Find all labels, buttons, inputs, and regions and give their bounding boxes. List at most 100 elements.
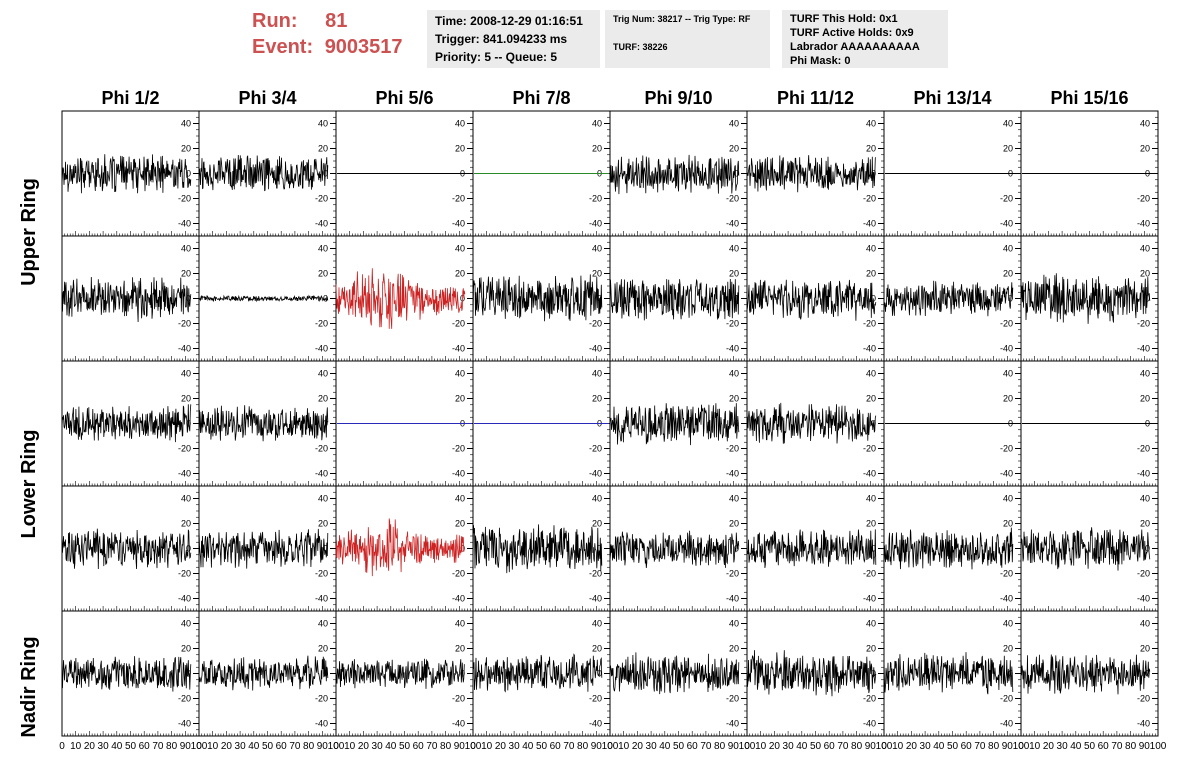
y-tick-label: -40 bbox=[1000, 594, 1013, 604]
panel-r3-c4: -40 -20 0 20 40 bbox=[609, 485, 748, 612]
y-tick-label: -40 bbox=[1000, 469, 1013, 479]
x-tick-label: 100 bbox=[191, 741, 208, 752]
y-tick-label: -40 bbox=[1137, 219, 1150, 229]
trace bbox=[61, 154, 192, 194]
x-tick-label: 30 bbox=[920, 741, 932, 752]
x-tick-label: 100 bbox=[876, 741, 893, 752]
y-tick-label: 40 bbox=[318, 494, 328, 504]
column-header-phi-13-14: Phi 13/14 bbox=[913, 88, 992, 108]
column-header-phi-11-12: Phi 11/12 bbox=[776, 88, 855, 108]
y-tick-label: -20 bbox=[452, 194, 465, 204]
y-tick-label: 20 bbox=[1003, 144, 1013, 154]
x-tick-label: 80 bbox=[851, 741, 863, 752]
x-tick-label: 90 bbox=[454, 741, 466, 752]
y-tick-label: 40 bbox=[729, 119, 739, 129]
x-tick-label: 80 bbox=[577, 741, 589, 752]
y-tick-label: -20 bbox=[315, 569, 328, 579]
y-tick-label: 20 bbox=[1140, 269, 1150, 279]
y-tick-label: 40 bbox=[455, 244, 465, 254]
x-tick-label: 80 bbox=[1125, 741, 1137, 752]
x-tick-label: 100 bbox=[602, 741, 619, 752]
x-tick-label: 60 bbox=[413, 741, 425, 752]
x-tick-label: 100 bbox=[739, 741, 756, 752]
column-header-phi-7-8: Phi 7/8 bbox=[512, 88, 571, 108]
y-tick-label: 20 bbox=[181, 644, 191, 654]
trace bbox=[746, 650, 877, 697]
y-tick-label: 20 bbox=[181, 269, 191, 279]
x-tick-label: 70 bbox=[289, 741, 301, 752]
x-tick-label: 30 bbox=[235, 741, 247, 752]
y-tick-label: 40 bbox=[592, 244, 602, 254]
trace bbox=[746, 279, 877, 321]
y-tick-label: 40 bbox=[1003, 369, 1013, 379]
x-tick-label: 10 bbox=[892, 741, 904, 752]
trace bbox=[335, 268, 466, 329]
y-tick-label: 20 bbox=[592, 644, 602, 654]
y-tick-label: -20 bbox=[1137, 194, 1150, 204]
x-tick-label: 40 bbox=[248, 741, 260, 752]
x-tick-label: 70 bbox=[152, 741, 164, 752]
y-tick-label: 0 bbox=[734, 169, 739, 179]
y-tick-label: -40 bbox=[726, 719, 739, 729]
y-tick-label: 20 bbox=[455, 519, 465, 529]
y-tick-label: 20 bbox=[318, 644, 328, 654]
phi-mask-text: Phi Mask: 0 bbox=[790, 55, 851, 67]
y-tick-label: -40 bbox=[1137, 469, 1150, 479]
y-tick-label: 20 bbox=[1003, 394, 1013, 404]
y-tick-label: 40 bbox=[866, 494, 876, 504]
panel-r3-c1: -40 -20 0 20 40 bbox=[198, 485, 337, 612]
y-tick-label: -20 bbox=[315, 694, 328, 704]
x-tick-label: 0 bbox=[744, 741, 750, 752]
x-tick-label: 50 bbox=[536, 741, 548, 752]
y-tick-label: 0 bbox=[186, 544, 191, 554]
trace bbox=[198, 154, 329, 192]
trace bbox=[335, 518, 465, 577]
column-header-phi-1-2: Phi 1/2 bbox=[101, 88, 160, 108]
y-tick-label: 40 bbox=[1140, 494, 1150, 504]
y-tick-label: 40 bbox=[455, 119, 465, 129]
trace bbox=[61, 656, 192, 692]
x-tick-label: 90 bbox=[317, 741, 329, 752]
y-tick-label: -20 bbox=[863, 694, 876, 704]
x-tick-label: 60 bbox=[961, 741, 973, 752]
y-tick-label: -20 bbox=[1137, 694, 1150, 704]
x-tick-label: 50 bbox=[262, 741, 274, 752]
y-tick-label: 40 bbox=[729, 619, 739, 629]
trace bbox=[472, 524, 603, 574]
x-tick-label: 60 bbox=[276, 741, 288, 752]
x-tick-label: 60 bbox=[139, 741, 151, 752]
trace bbox=[1020, 273, 1151, 324]
trace bbox=[198, 294, 329, 303]
x-tick-label: 10 bbox=[755, 741, 767, 752]
y-tick-label: 20 bbox=[592, 144, 602, 154]
y-tick-label: 20 bbox=[181, 394, 191, 404]
y-tick-label: -40 bbox=[452, 219, 465, 229]
trace bbox=[61, 276, 192, 323]
x-tick-label: 40 bbox=[385, 741, 397, 752]
x-tick-label: 20 bbox=[358, 741, 370, 752]
x-tick-label: 50 bbox=[399, 741, 411, 752]
x-tick-label: 70 bbox=[837, 741, 849, 752]
y-tick-label: -20 bbox=[726, 194, 739, 204]
x-tick-label: 60 bbox=[550, 741, 562, 752]
trace bbox=[472, 653, 603, 693]
y-tick-label: -20 bbox=[452, 569, 465, 579]
y-tick-label: -40 bbox=[178, 344, 191, 354]
y-tick-label: 20 bbox=[866, 519, 876, 529]
panel-frame bbox=[198, 485, 337, 612]
x-tick-label: 60 bbox=[824, 741, 836, 752]
x-tick-label: 40 bbox=[796, 741, 808, 752]
y-tick-label: 40 bbox=[866, 244, 876, 254]
y-tick-label: 40 bbox=[866, 619, 876, 629]
trace bbox=[61, 404, 192, 443]
x-tick-label: 70 bbox=[1111, 741, 1123, 752]
panel-r0-c0: -40 -20 0 20 40 bbox=[61, 110, 200, 237]
y-tick-label: -20 bbox=[726, 444, 739, 454]
